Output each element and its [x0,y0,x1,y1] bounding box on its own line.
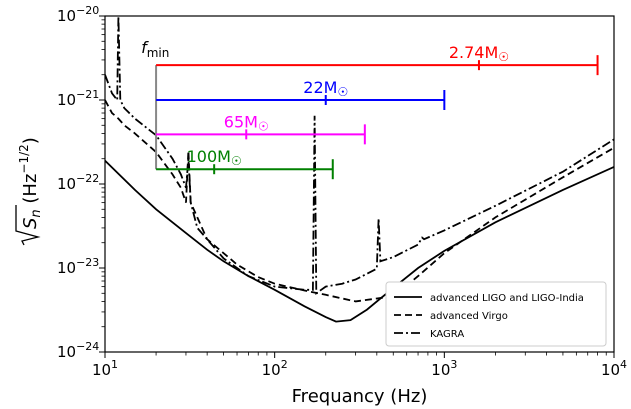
mass-range-label: 100M☉ [187,147,242,168]
series-line-1 [105,159,614,323]
series-line-2 [105,99,614,303]
legend-box [385,281,607,347]
mass-range-label: 22M☉ [303,78,348,99]
legend-label-3: KAGRA [430,329,464,340]
x-tick-label: 102 [262,358,288,379]
mass-range-label: 2.74M☉ [449,43,509,64]
sqrt-sign [15,205,41,246]
mass-range-3: 65M☉ [156,112,366,145]
legend-label-2: advanced Virgo [430,311,508,322]
mass-range-label: 65M☉ [224,112,269,133]
y-tick-label: 10−20 [57,4,99,25]
series-line-3 [105,16,614,296]
y-tick-label: 10−23 [57,256,99,277]
y-axis-title: Sn (Hz−1/2) [15,137,44,246]
y-tick-label: 10−22 [57,172,99,193]
mass-range-1: 2.74M☉ [156,43,599,76]
y-tick-label: 10−24 [57,340,99,361]
x-axis-title: Frequancy (Hz) [292,386,428,407]
fmin-label: fmin [141,38,169,60]
mass-range-4: 100M☉ [156,147,334,180]
annotations-layer: fmin 2.74M☉ 22M☉ 65M☉ 100M☉ [141,38,599,180]
x-tick-label: 104 [601,358,627,379]
y-tick-label: 10−21 [57,88,99,109]
y-axis-label: Sn (Hz−1/2) [17,137,44,229]
x-tick-label: 103 [431,358,457,379]
axes-layer: 101 102 103 104 10−24 10−23 10−22 10−21 10−20 Fre… [15,4,627,407]
legend: advanced LIGO and LIGO-India advanced Vir… [385,281,607,347]
x-tick-label: 101 [92,358,118,379]
mass-range-2: 22M☉ [156,78,446,110]
legend-label-1: advanced LIGO and LIGO-India [430,293,584,304]
curves-layer [105,16,614,323]
